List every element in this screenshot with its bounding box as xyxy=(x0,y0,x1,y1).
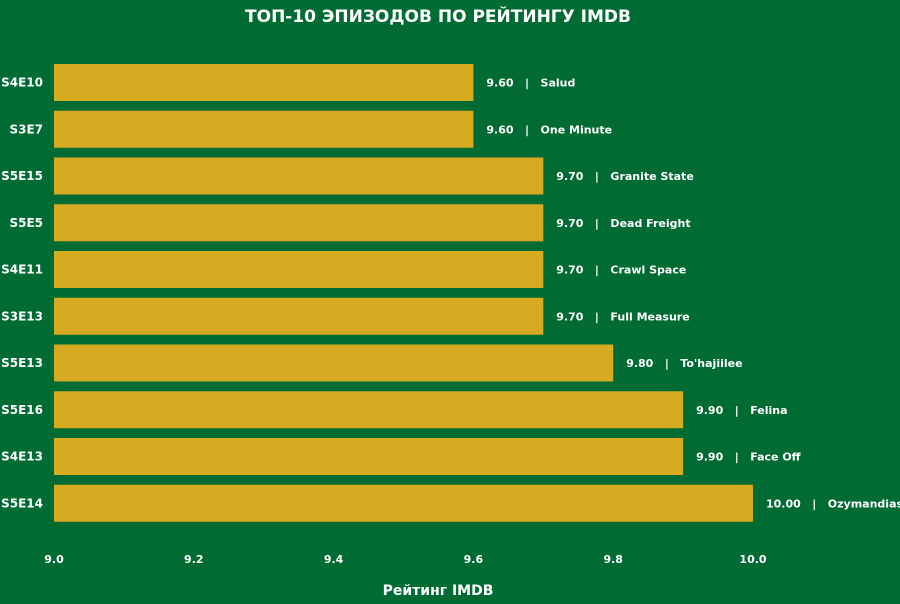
bar-s4e10 xyxy=(54,64,474,101)
data-label-s5e13: 9.80 | To'hajiilee xyxy=(626,357,742,370)
category-label-s3e13: S3E13 xyxy=(1,309,43,323)
category-label-s4e10: S4E10 xyxy=(1,76,43,90)
category-label-s5e5: S5E5 xyxy=(9,216,43,230)
category-label-s5e15: S5E15 xyxy=(1,169,43,183)
bar-s5e15 xyxy=(54,157,544,195)
data-label-s4e11: 9.70 | Crawl Space xyxy=(556,264,686,277)
x-tick-labels-group: 9.0 9.2 9.4 9.6 9.8 10.0 xyxy=(44,553,767,566)
data-label-s5e15: 9.70 | Granite State xyxy=(556,170,693,183)
x-tick-label: 9.2 xyxy=(184,553,204,566)
data-label-s3e7: 9.60 | One Minute xyxy=(486,123,612,136)
category-label-s5e16: S5E16 xyxy=(1,403,43,417)
bar-s3e7 xyxy=(54,110,474,148)
bar-s5e5 xyxy=(54,204,544,242)
data-label-s5e14: 10.00 | Ozymandias xyxy=(766,497,900,510)
bar-s5e13 xyxy=(54,344,614,382)
data-label-s4e10: 9.60 | Salud xyxy=(486,77,575,90)
category-label-s4e13: S4E13 xyxy=(1,450,43,464)
data-label-s5e16: 9.90 | Felina xyxy=(696,404,787,417)
bar-s3e13 xyxy=(54,297,544,335)
category-labels-group: S4E10 S3E7 S5E15 S5E5 S4E11 S3E13 S5E13 S5E16 S4… xyxy=(1,76,43,511)
bar-s4e11 xyxy=(54,251,544,288)
x-tick-label: 9.8 xyxy=(603,553,623,566)
data-labels-group: 9.60 | Salud 9.60 | One Minute 9.70 | Gran… xyxy=(486,77,900,511)
bar-s4e13 xyxy=(54,438,684,475)
bars-group xyxy=(54,64,753,522)
category-label-s5e13: S5E13 xyxy=(1,356,43,370)
category-label-s4e11: S4E11 xyxy=(1,263,43,277)
category-label-s5e14: S5E14 xyxy=(1,496,43,510)
x-tick-label: 9.4 xyxy=(324,553,344,566)
bar-s5e16 xyxy=(54,391,684,429)
data-label-s4e13: 9.90 | Face Off xyxy=(696,451,801,464)
x-tick-label: 9.6 xyxy=(464,553,484,566)
category-label-s3e7: S3E7 xyxy=(9,122,43,136)
x-axis-label: Рейтинг IMDB xyxy=(383,583,494,599)
chart-title: ТОП-10 ЭПИЗОДОВ ПО РЕЙТИНГУ IMDB xyxy=(245,5,631,27)
x-tick-label: 10.0 xyxy=(739,553,766,566)
data-label-s5e5: 9.70 | Dead Freight xyxy=(556,217,690,230)
bar-s5e14 xyxy=(54,484,753,522)
data-label-s3e13: 9.70 | Full Measure xyxy=(556,310,689,323)
x-tick-label: 9.0 xyxy=(44,553,64,566)
